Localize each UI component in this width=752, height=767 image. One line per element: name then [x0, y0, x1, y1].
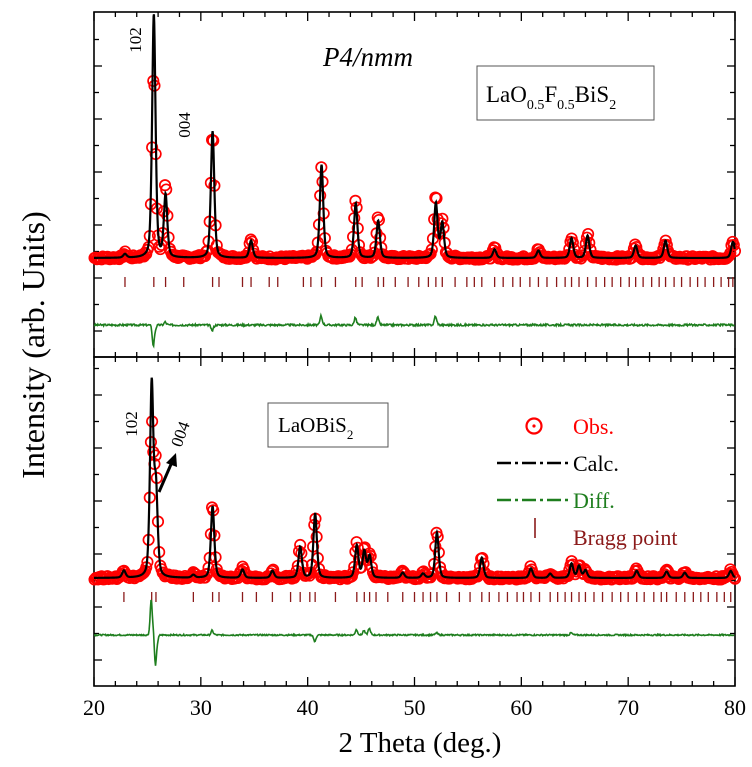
- x-tick-label: 30: [190, 695, 212, 720]
- space-group-label: P4/nmm: [322, 42, 413, 72]
- x-tick-label: 70: [617, 695, 639, 720]
- top-sample-label: LaO0.5F0.5BiS2: [486, 82, 616, 113]
- legend-bragg: Bragg point: [534, 518, 678, 550]
- x-tick-label: 80: [724, 695, 746, 720]
- bottom-sample-label: LaOBiS2: [278, 413, 353, 442]
- bottom-panel-ticks: [93, 357, 736, 686]
- top-panel-frame: [93, 11, 736, 358]
- bottom-panel-plot: [88, 377, 742, 666]
- obs-point: [727, 571, 740, 584]
- legend: Obs. Calc. Diff. Bragg point: [497, 414, 678, 550]
- calc-curve: [93, 377, 736, 580]
- x-tick-label: 40: [297, 695, 319, 720]
- bottom-peak-label-004: 004: [167, 418, 194, 449]
- calc-curve: [94, 14, 736, 260]
- x-tick-label: 20: [83, 695, 105, 720]
- x-tick-label: 50: [404, 695, 426, 720]
- legend-obs-symbol: [525, 417, 543, 435]
- diff-curve: [93, 312, 735, 349]
- y-axis-label: Intensity (arb. Units): [15, 211, 51, 479]
- legend-calc: Calc.: [497, 451, 619, 476]
- x-tick-labels: 20 30 40 50 60 70 80: [83, 695, 746, 720]
- bottom-peak-label-102: 102: [122, 411, 141, 437]
- bottom-004-arrow: [157, 453, 177, 493]
- legend-diff: Diff.: [497, 488, 615, 513]
- x-axis-label: 2 Theta (deg.): [339, 727, 502, 759]
- obs-point: [234, 565, 247, 579]
- bottom-sample-label-box: LaOBiS2: [267, 402, 389, 448]
- legend-obs-label: Obs.: [573, 414, 614, 439]
- x-tick-label: 60: [510, 695, 532, 720]
- top-sample-label-box: LaO0.5F0.5BiS2: [476, 65, 655, 121]
- obs-point: [727, 239, 740, 252]
- top-panel-ticks: [93, 12, 736, 357]
- legend-calc-label: Calc.: [573, 451, 619, 476]
- legend-diff-label: Diff.: [573, 488, 615, 513]
- legend-bragg-label: Bragg point: [573, 525, 678, 550]
- legend-obs: Obs.: [525, 414, 614, 439]
- top-peak-label-004: 004: [175, 112, 194, 138]
- top-panel-plot: [88, 14, 742, 349]
- top-peak-label-102: 102: [126, 27, 145, 53]
- bottom-panel-frame: [93, 356, 736, 687]
- obs-point: [728, 572, 742, 585]
- diff-curve: [93, 599, 735, 666]
- obs-point: [136, 567, 149, 580]
- obs-point: [194, 571, 207, 584]
